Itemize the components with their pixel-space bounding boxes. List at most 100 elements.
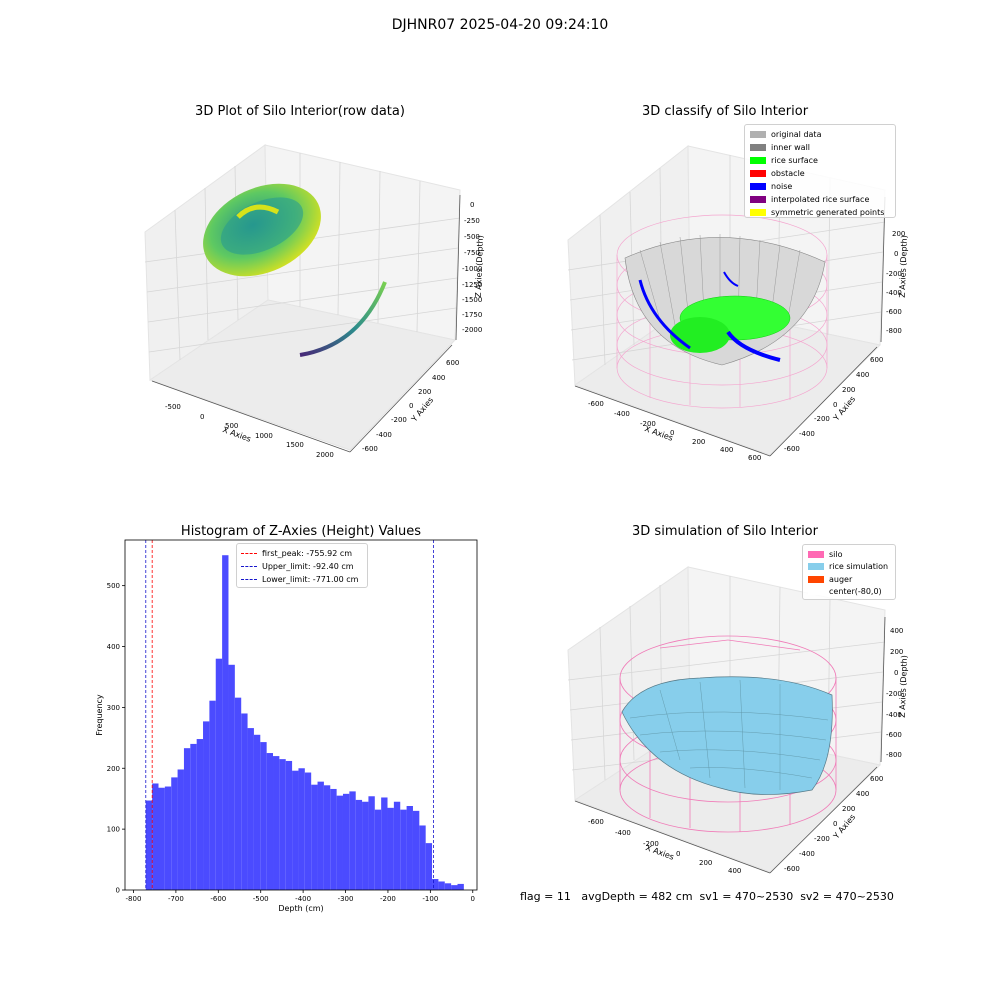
plot4-title: 3D simulation of Silo Interior (632, 524, 818, 539)
hist-bar (387, 807, 394, 890)
hist-bar (298, 768, 305, 890)
hist-bar (292, 770, 299, 890)
hist-bar (190, 743, 197, 890)
hist-legend-label: Upper_limit: -92.40 cm (262, 561, 354, 571)
plot4-legend-swatch (808, 575, 824, 583)
hist-bar (260, 742, 267, 890)
hist-xtick-label: -400 (295, 895, 311, 903)
hist-bar (406, 806, 413, 890)
hist-bar (432, 879, 439, 890)
hist-bar (304, 772, 312, 890)
hist-xtick-label: 0 (471, 895, 475, 903)
hist-legend: first_peak: -755.92 cm Upper_limit: -92.4… (236, 543, 368, 588)
hist-bar (273, 756, 280, 890)
hist-bar (203, 721, 210, 890)
hist-legend-entry: Lower_limit: -771.00 cm (241, 573, 358, 585)
status-footer: flag = 11 avgDepth = 482 cm sv1 = 470~25… (520, 890, 894, 903)
hist-bar (381, 797, 388, 890)
hist-bar (285, 760, 293, 890)
hist-bar (222, 555, 229, 890)
plot4-rice-simulation (621, 676, 833, 795)
plot2-legend-entry: noise (750, 180, 792, 193)
hist-ytick-label: 400 (107, 643, 120, 651)
plot2-legend-swatch (750, 196, 766, 203)
hist-ytick-label: 300 (107, 704, 120, 712)
hist-xtick-label: -800 (126, 895, 142, 903)
plot2-legend-label: noise (771, 182, 793, 191)
plot4-legend: silo rice simulation auger center(-80,0) (802, 544, 896, 600)
plot2-legend-label: obstacle (771, 169, 805, 178)
hist-legend-swatch (241, 565, 257, 567)
plot2-legend-entry: rice surface (750, 154, 818, 167)
hist-bar (177, 769, 184, 890)
hist-bar (412, 810, 420, 890)
figure-title: DJHNR07 2025-04-20 09:24:10 (391, 17, 609, 33)
plot2-legend: original data inner wall rice surface obsta… (744, 124, 896, 218)
plot4-legend-label: rice simulation (829, 562, 889, 572)
plot2-legend-entry: inner wall (750, 141, 810, 154)
hist-ytick-label: 500 (107, 582, 120, 590)
plot2-legend-label: original data (771, 130, 822, 139)
hist-bar (425, 843, 433, 890)
hist-bar (368, 796, 375, 890)
hist-bar (171, 777, 178, 890)
hist-title: Histogram of Z-Axies (Height) Values (180, 524, 422, 539)
plot2-legend-entry: interpolated rice surface (750, 193, 869, 206)
hist-bar (317, 781, 324, 890)
plot2-title: 3D classify of Silo Interior (641, 104, 809, 119)
plot2-legend-swatch (750, 144, 766, 151)
hist-bar (209, 700, 216, 890)
hist-ytick-label: 200 (107, 765, 120, 773)
hist-bar (330, 788, 337, 890)
plot4-legend-entry: rice simulation (808, 561, 888, 574)
plot2-legend-swatch (750, 157, 766, 164)
plot2-legend-swatch (750, 209, 766, 216)
plot2-legend-label: rice surface (771, 156, 818, 165)
raw-auger-trace (299, 281, 387, 357)
hist-ytick-label: 0 (116, 887, 120, 895)
hist-bar (279, 759, 286, 890)
hist-bar (145, 800, 153, 890)
hist-legend-entry: first_peak: -755.92 cm (241, 547, 352, 559)
hist-bar (451, 885, 458, 890)
hist-bar (444, 883, 452, 890)
hist-bar (419, 825, 426, 890)
hist-legend-label: Lower_limit: -771.00 cm (262, 574, 359, 584)
hist-xtick-label: -300 (338, 895, 354, 903)
plot2-legend-entry: symmetric generated points (750, 206, 884, 219)
hist-xtick-label: -100 (422, 895, 438, 903)
plot2-noise (638, 279, 691, 350)
plot4-legend-label: silo (829, 549, 843, 559)
plot4-legend-swatch (808, 588, 824, 596)
hist-bar (196, 739, 204, 890)
hist-bar (457, 883, 464, 890)
hist-bar (336, 795, 343, 890)
plot2-legend-entry: obstacle (750, 167, 805, 180)
plot4-legend-entry: silo (808, 548, 843, 561)
hist-xlabel: Depth (cm) (278, 904, 323, 913)
plot2-legend-swatch (750, 183, 766, 190)
hist-bar (234, 697, 242, 890)
plot1-axes (144, 144, 461, 451)
plot1-title: 3D Plot of Silo Interior(row data) (195, 104, 405, 119)
plot4-legend-label: center(-80,0) (829, 587, 882, 597)
hist-bar (374, 809, 382, 890)
hist-legend-swatch (241, 552, 257, 554)
hist-bar (228, 664, 235, 890)
hist-bar (164, 786, 172, 890)
hist-legend-label: first_peak: -755.92 cm (262, 548, 353, 558)
plot4-legend-swatch (808, 563, 824, 571)
hist-bar (152, 783, 159, 890)
hist-xtick-label: -500 (253, 895, 269, 903)
plot2-legend-swatch (750, 131, 766, 138)
hist-bar (311, 784, 318, 890)
hist-bar (241, 713, 248, 890)
hist-legend-entry: Upper_limit: -92.40 cm (241, 560, 354, 572)
plot2-legend-label: symmetric generated points (771, 208, 885, 217)
hist-bar (323, 785, 331, 890)
hist-bar (247, 728, 254, 890)
hist-bar (266, 753, 274, 890)
hist-ylabel: Frequency (95, 694, 104, 736)
hist-bar (393, 801, 401, 890)
